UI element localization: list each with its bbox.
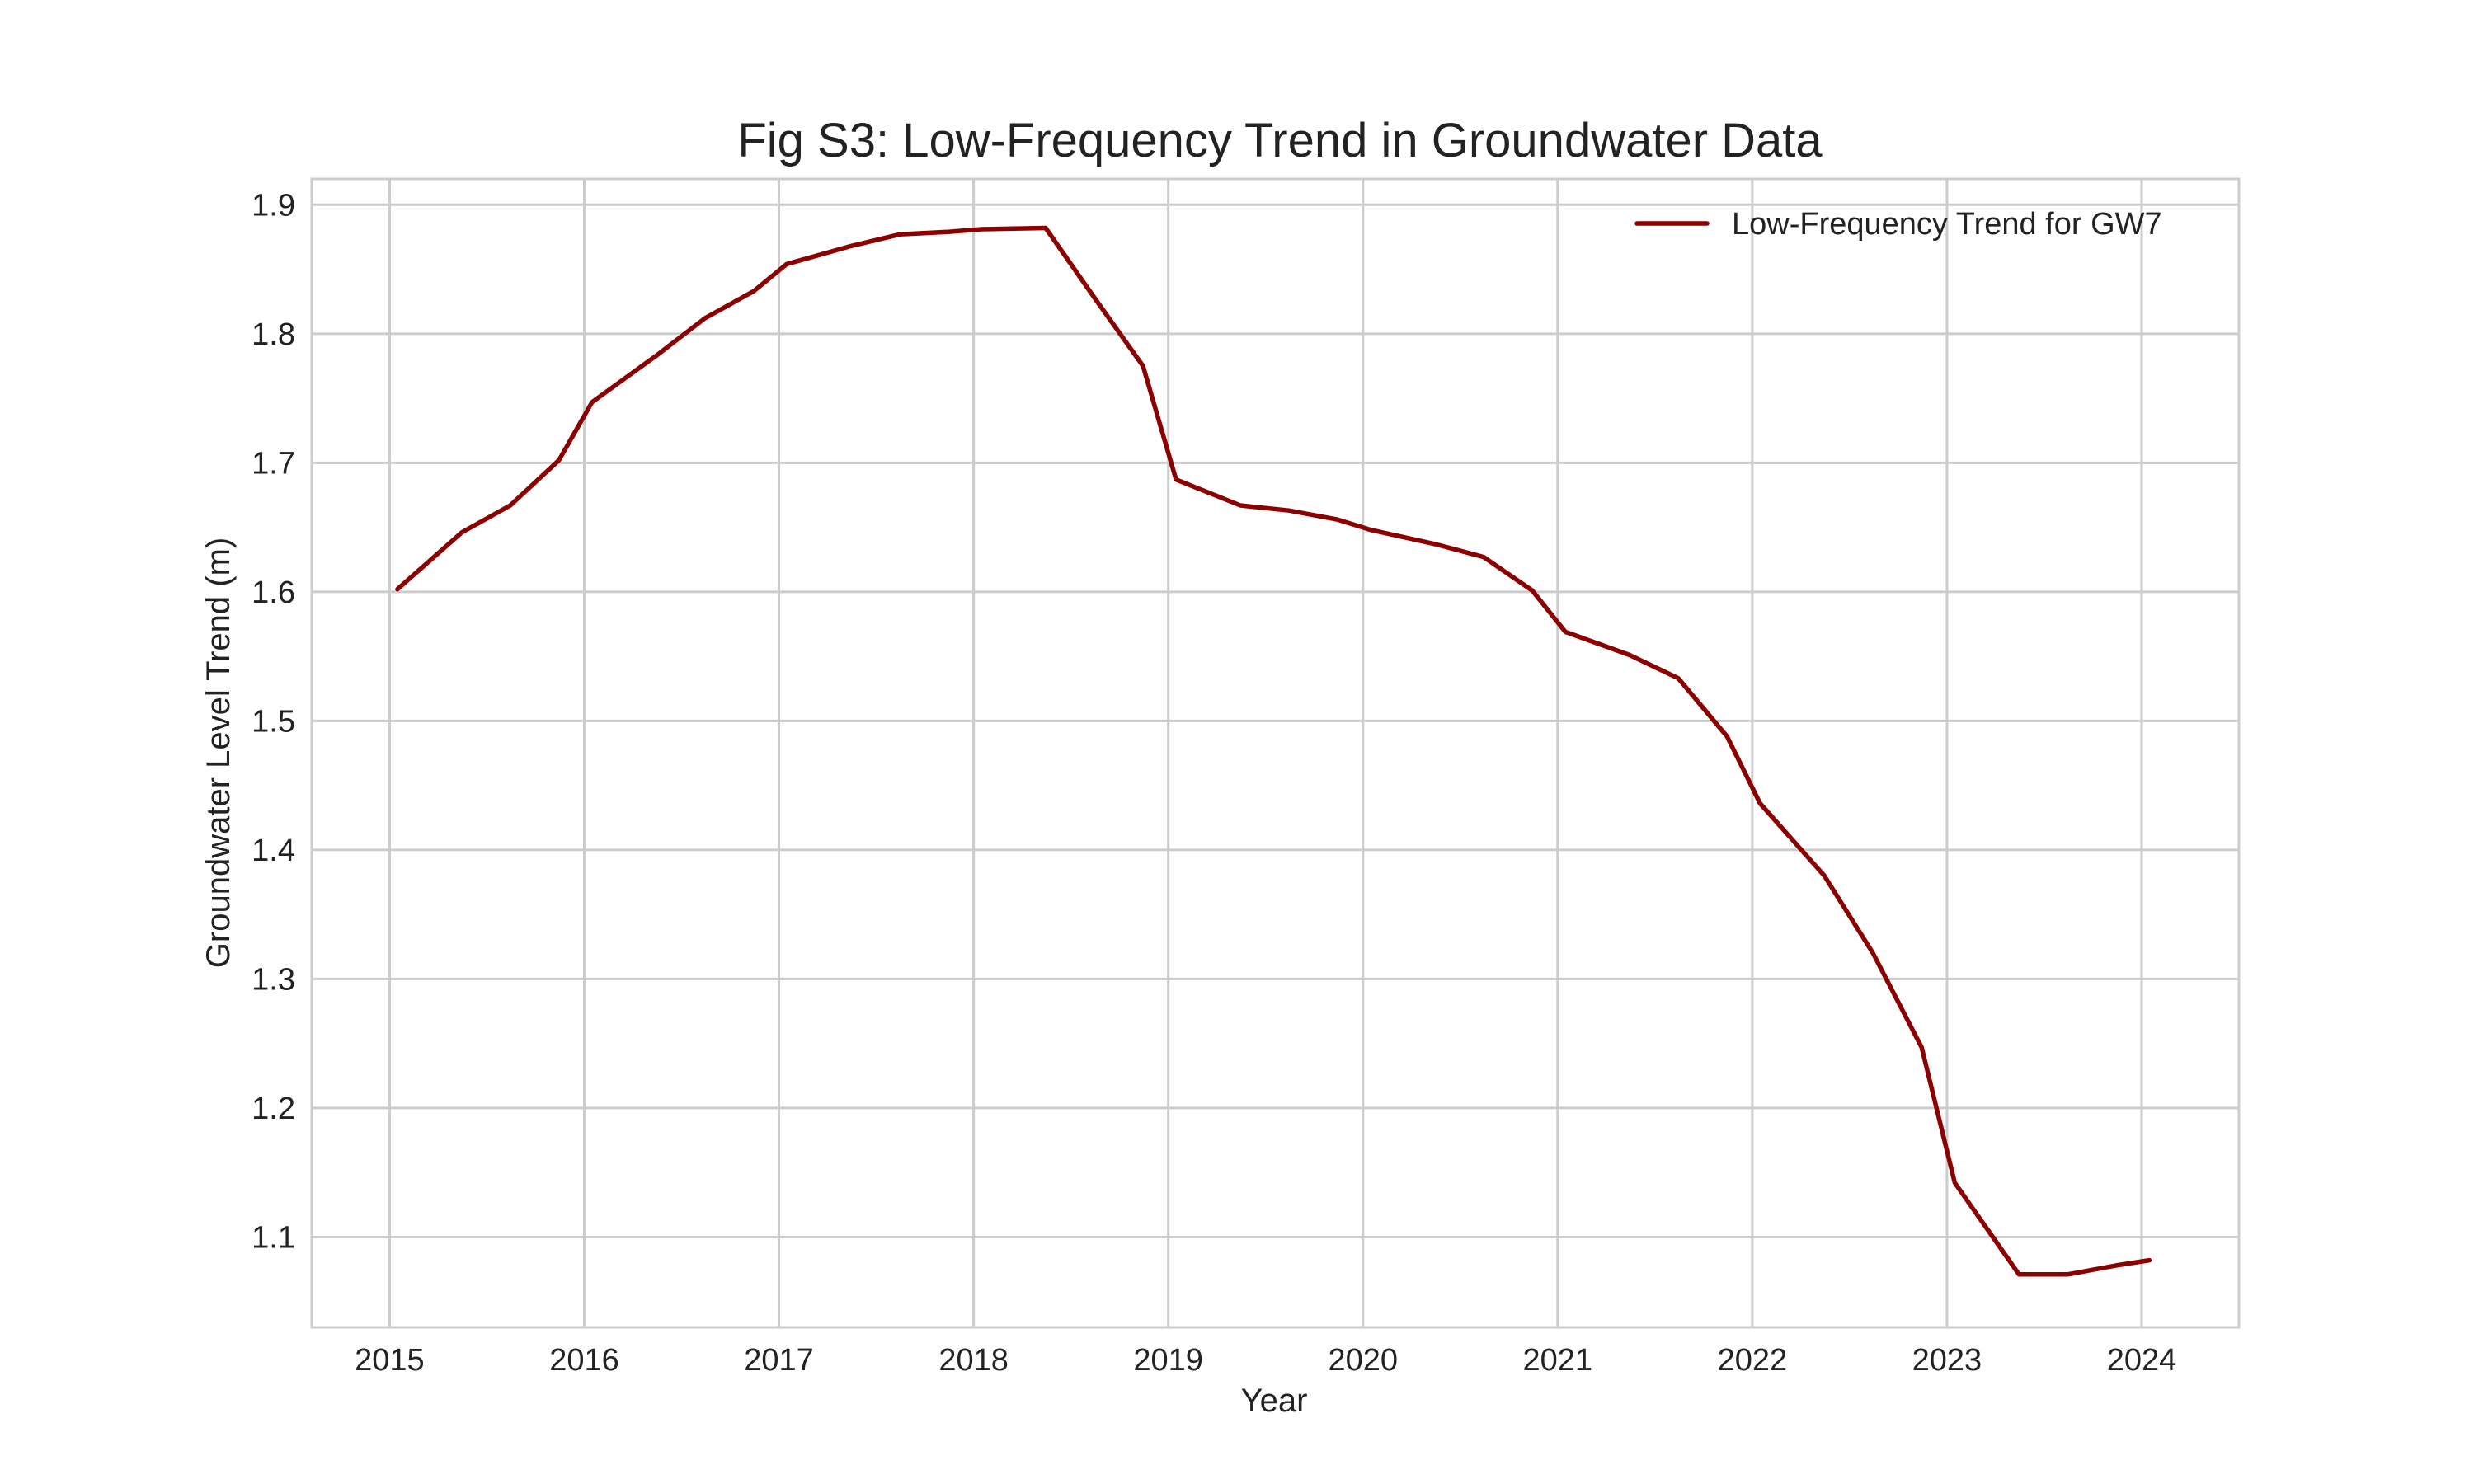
y-tick-label: 1.5 [252, 704, 295, 739]
x-tick-label: 2021 [1523, 1343, 1593, 1378]
tick-labels: 2015 2016 2017 2018 2019 2020 2021 2022 2023 2024… [252, 188, 2176, 1378]
grid [312, 179, 2239, 1327]
y-tick-label: 1.4 [252, 834, 295, 868]
legend-label: Low-Frequency Trend for GW7 [1732, 207, 2162, 242]
y-tick-label: 1.3 [252, 962, 295, 997]
y-tick-label: 1.9 [252, 188, 295, 223]
x-tick-label: 2019 [1133, 1343, 1203, 1378]
x-tick-label: 2022 [1718, 1343, 1788, 1378]
x-tick-label: 2018 [938, 1343, 1009, 1378]
x-tick-label: 2016 [549, 1343, 619, 1378]
y-axis-label: Groundwater Level Trend (m) [200, 538, 237, 968]
y-tick-label: 1.2 [252, 1092, 295, 1126]
y-tick-label: 1.1 [252, 1220, 295, 1255]
plot-frame [310, 177, 2241, 1329]
chart-title: Fig S3: Low-Frequency Trend in Groundwat… [737, 114, 1823, 167]
series-line-gw7 [395, 225, 2152, 1277]
series-layer [395, 225, 2152, 1277]
y-tick-label: 1.8 [252, 317, 295, 352]
y-tick-label: 1.6 [252, 575, 295, 610]
x-axis-label: Year [1241, 1383, 1308, 1419]
x-tick-label: 2015 [355, 1343, 425, 1378]
x-tick-label: 2023 [1912, 1343, 1982, 1378]
x-tick-label: 2020 [1328, 1343, 1398, 1378]
legend: Low-Frequency Trend for GW7 [1634, 207, 2162, 242]
x-tick-label: 2024 [2107, 1343, 2177, 1378]
x-tick-label: 2017 [744, 1343, 814, 1378]
y-tick-label: 1.7 [252, 446, 295, 481]
